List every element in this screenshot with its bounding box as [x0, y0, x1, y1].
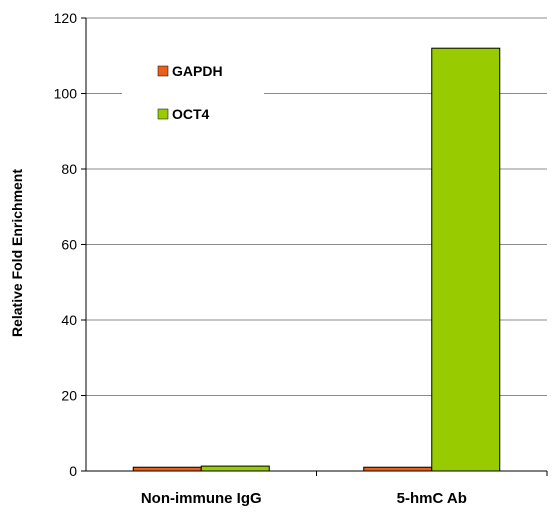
bar-gapdh-1	[132, 466, 202, 472]
bar-gapdh-2	[363, 466, 433, 472]
y-tick-label: 0	[69, 463, 77, 479]
x-tick-label: 5-hmC Ab	[397, 490, 467, 507]
legend-label-gapdh: GAPDH	[172, 63, 223, 79]
bar-oct4-1	[200, 465, 270, 472]
bar-oct4-2	[431, 47, 501, 472]
y-tick-label: 80	[61, 161, 77, 177]
bars	[132, 47, 501, 472]
legend: GAPDH OCT4	[122, 55, 264, 133]
y-tick-label: 100	[54, 86, 78, 102]
y-tick-label: 60	[61, 237, 77, 253]
x-tick-label: Non-immune IgG	[141, 490, 262, 507]
y-tick-label: 40	[61, 312, 77, 328]
legend-label-oct4: OCT4	[172, 106, 210, 122]
legend-swatch-oct4	[157, 108, 169, 120]
legend-background	[122, 55, 264, 133]
axes: 0 20 40 60 80 100 120 Non-immune IgG 5-hmC Ab	[54, 10, 548, 507]
y-tick-label: 20	[61, 388, 77, 404]
legend-swatch-gapdh	[157, 65, 169, 77]
y-tick-label: 120	[54, 10, 78, 26]
y-axis-label: Relative Fold Enrichment	[9, 169, 25, 337]
